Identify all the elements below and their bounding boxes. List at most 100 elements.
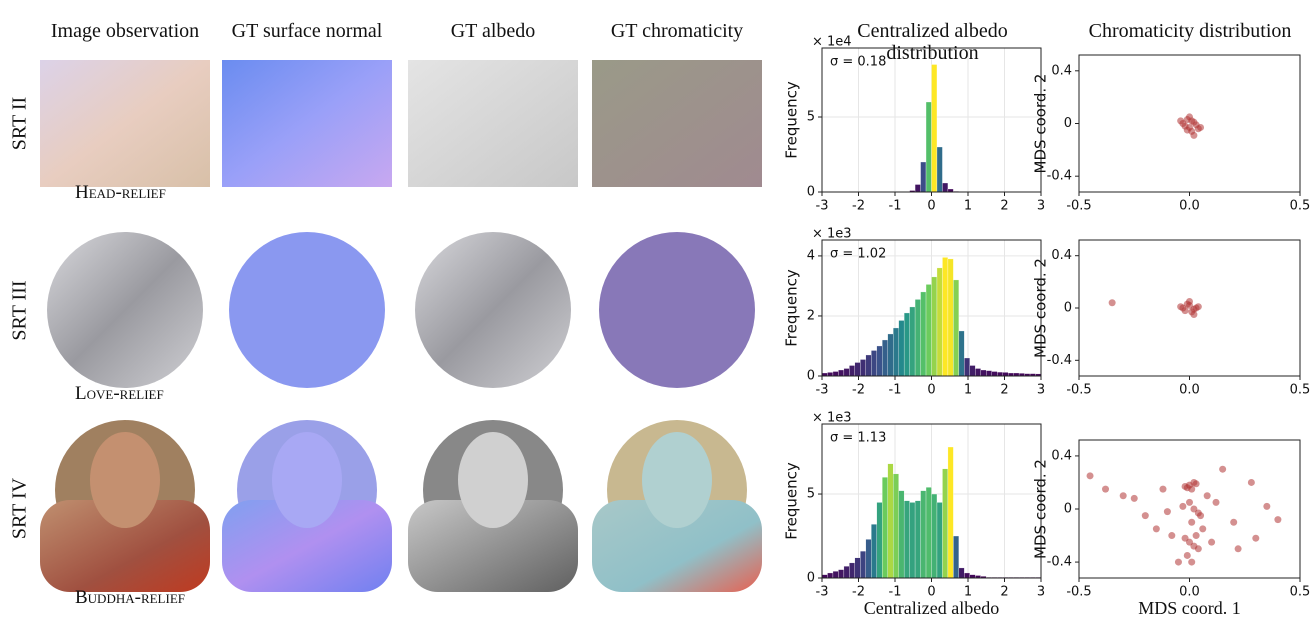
histogram-bar [893,473,899,579]
scatter-point [1179,502,1187,510]
histogram-bar [942,257,949,377]
scatter-point [1174,558,1182,566]
histogram-bar [898,320,905,377]
image-panel [592,420,762,592]
x-tick-label: 1 [964,585,972,600]
y-axis-label: Frequency [783,269,801,347]
histogram-bar [958,567,965,579]
scatter-point [1212,498,1220,506]
scatter-point [1197,512,1205,520]
histogram-bar [986,370,992,377]
y-tick-label: 0 [807,369,815,384]
histogram-bar [964,357,970,377]
column-header: GT surface normal [231,20,383,42]
x-tick-label: 0.0 [1179,585,1200,600]
y-axis-label: Frequency [783,462,801,540]
x-tick-label: -1 [889,199,902,214]
image-panel [408,60,578,187]
x-tick-label: -2 [852,585,865,600]
annotation: σ = 1.13 [830,431,886,446]
scatter-point [1190,118,1198,126]
scatter-point [1130,494,1138,502]
y-tick-label: 0 [1064,301,1072,316]
scatter-point [1190,131,1198,139]
y-tick-label: 0 [1064,116,1072,131]
x-tick-label: 1 [964,383,972,398]
x-tick-label: 0.0 [1179,199,1200,214]
x-tick-label: -3 [816,585,829,600]
histogram-bar [865,354,872,377]
scatter-point [1177,303,1185,311]
y-tick-label: 2 [807,308,815,323]
scatter-point [1159,485,1167,493]
histogram-bar [947,258,954,377]
image-panel [408,420,578,592]
histogram-bar [849,562,855,579]
scatter-point [1188,518,1196,526]
sample-name: Buddha-relief [75,587,185,608]
scatter-point [1252,534,1260,542]
scatter-point [1183,484,1191,492]
histogram-bar [925,101,932,193]
plot-frame [1078,54,1301,193]
histogram-bar [903,500,910,579]
histogram-bar [936,146,943,193]
sample-name: Head-relief [75,182,166,203]
histogram-bar [821,574,828,579]
histogram-bar [854,557,861,579]
y-axis-label: MDS coord. 2 [1032,74,1050,174]
scatter-point [1192,480,1200,488]
y-tick-label: 0 [1064,502,1072,517]
y-tick-label: 5 [807,110,815,125]
histogram-bar [942,182,949,193]
histogram-bar [942,468,949,579]
x-tick-label: -2 [852,199,865,214]
scatter-point [1183,126,1191,134]
histogram-bar [871,350,877,377]
annotation: σ = 1.02 [830,247,886,262]
histogram-bar [903,312,910,377]
image-panel [415,232,571,388]
x-tick-label: 0 [927,383,935,398]
histogram-bar [920,161,927,193]
x-tick-label: -2 [852,383,865,398]
image-panel [592,60,762,187]
y-tick-label: 0.4 [1051,63,1072,78]
histogram-bar [843,368,850,377]
histogram-bar [1002,372,1009,377]
histogram-bar [914,500,921,579]
plot-frame [821,423,1042,579]
row-label: SRT IV [8,477,31,540]
histogram-bar [876,345,883,377]
histogram-bar [909,306,916,377]
scatter-point [1274,516,1282,524]
histogram-bar [925,487,932,579]
x-tick-label: 3 [1037,199,1045,214]
histogram-bar [931,276,938,377]
x-tick-label: 0.5 [1290,585,1311,600]
x-tick-label: 3 [1037,383,1045,398]
scatter-point [1192,532,1200,540]
histogram-bar [964,572,970,579]
image-panel [222,60,392,187]
histogram-bar [909,502,916,579]
histogram-bar [953,279,960,377]
histogram-bar [969,574,976,579]
histogram-bar [920,291,927,377]
image-grid [40,60,762,592]
plot-frame [821,239,1042,377]
charts: -3 -2 -1 0 1 2 3 0 5 Frequency × 1e4 σ = 0.18 -0.5 0.… [783,35,1311,619]
column-header: GT chromaticity [610,20,744,42]
histogram-bar [925,284,932,377]
x-tick-label: 3 [1037,585,1045,600]
x-tick-label: -3 [816,383,829,398]
y-tick-label: 0.4 [1051,248,1072,263]
image-panel [599,232,755,388]
histogram-bar [827,372,834,377]
y-tick-label: 0 [807,571,815,586]
scatter-point [1199,525,1207,533]
scatter-point [1219,465,1227,473]
histogram-bar [991,371,998,377]
histogram-bar [931,64,938,193]
scatter-point [1108,299,1116,307]
